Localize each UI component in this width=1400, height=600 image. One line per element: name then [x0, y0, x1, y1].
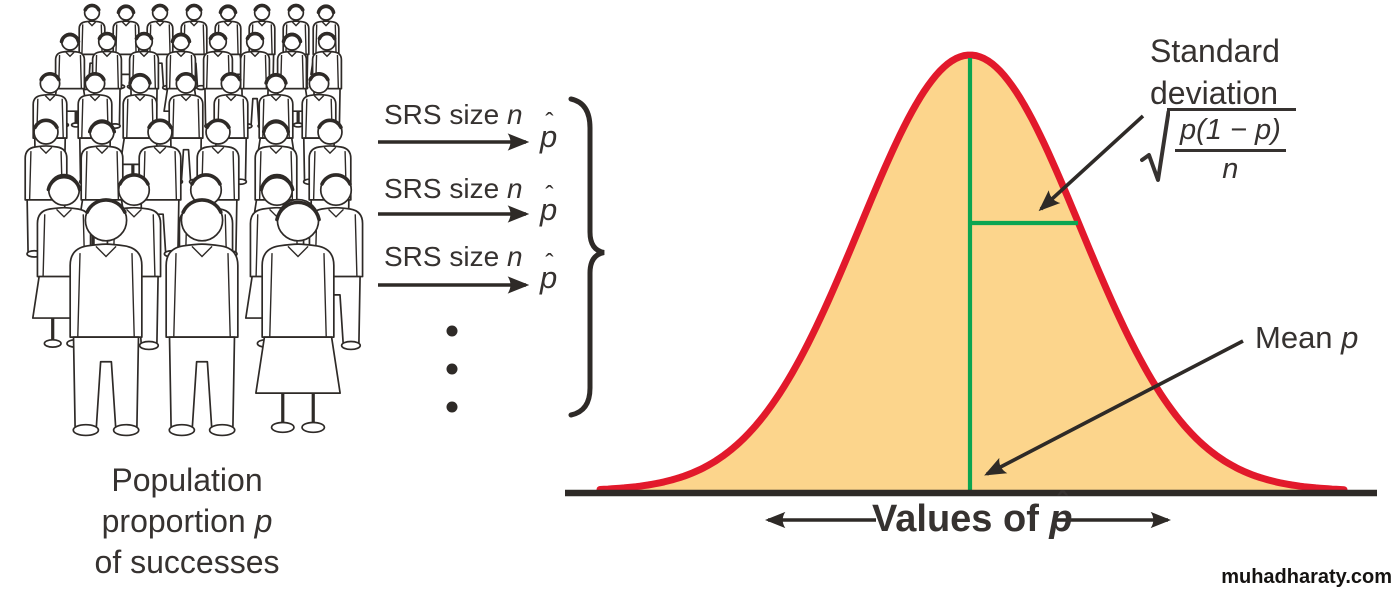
std-dev-label-line2: deviation [1150, 75, 1279, 112]
population-caption-line3: of successes [94, 543, 280, 580]
mean-label: Mean p [1255, 320, 1358, 356]
std-dev-label-line1: Standard [1150, 33, 1280, 69]
formula-numerator: p(1 − p) [1175, 114, 1286, 152]
std-dev-arrow [1038, 114, 1145, 212]
std-dev-label: Standard deviation [1150, 30, 1280, 114]
watermark: muhadharaty.com [1221, 566, 1392, 588]
hat-accent: ˆ [545, 108, 554, 136]
p-var: p [540, 192, 558, 227]
mean-p-var: p [1341, 320, 1359, 355]
srs-label-text: SRS size [384, 173, 507, 204]
population-crowd-illustration [25, 3, 362, 435]
std-dev-formula: p(1 − p) n [1140, 108, 1296, 186]
p-var: p [1049, 498, 1073, 540]
normal-curve [596, 51, 1348, 494]
srs-n-var: n [506, 99, 523, 130]
srs-label-1: SRS size n [384, 99, 523, 131]
srs-label-3: SRS size n [384, 241, 523, 273]
radicand: p(1 − p) n [1167, 108, 1296, 186]
p-var: p [540, 119, 558, 154]
hat-accent: ˆ [1057, 485, 1068, 520]
population-caption-line2: proportion p [101, 502, 273, 539]
ellipsis-dots-icon [446, 325, 458, 413]
srs-n-var: n [506, 241, 523, 272]
mean-arrow [984, 339, 1244, 476]
population-caption: Population proportion p of successes [52, 460, 322, 583]
hat-accent: ˆ [545, 181, 554, 209]
srs-label-text: SRS size [384, 241, 507, 272]
axis-label-text: Values of [872, 498, 1050, 540]
population-caption-line1: Population [111, 462, 263, 498]
formula-denominator: n [1222, 152, 1239, 185]
curly-brace-icon [568, 96, 605, 418]
radical-sign-icon [1140, 110, 1170, 182]
srs-label-text: SRS size [384, 99, 507, 130]
hat-accent: ˆ [545, 249, 554, 277]
mean-label-text: Mean [1255, 320, 1342, 355]
srs-n-var: n [506, 173, 523, 204]
p-var: p [540, 260, 558, 295]
srs-label-2: SRS size n [384, 173, 523, 205]
